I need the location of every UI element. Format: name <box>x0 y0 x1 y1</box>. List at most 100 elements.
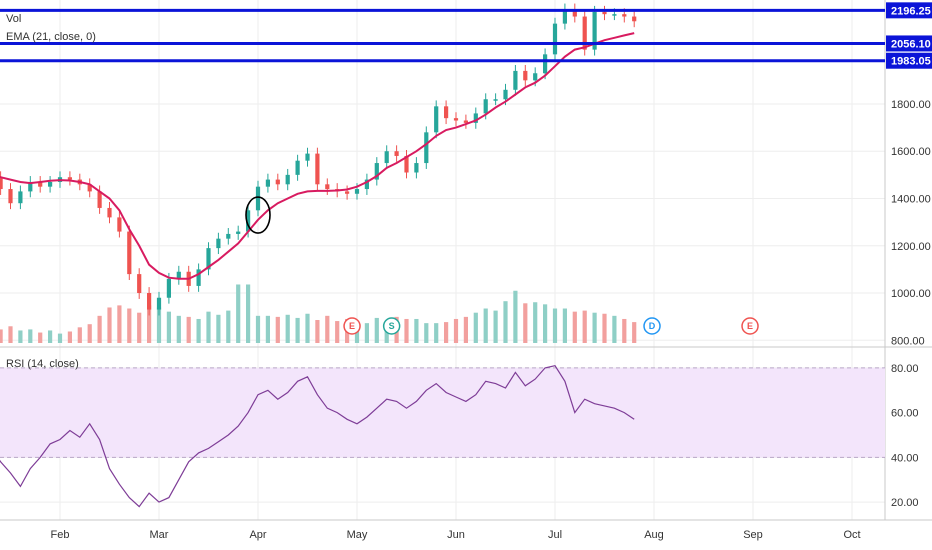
candle-body <box>38 181 43 187</box>
candle-body <box>0 177 3 190</box>
volume-bar <box>335 321 340 343</box>
volume-bar <box>622 318 627 343</box>
candle-body <box>572 9 577 17</box>
volume-bar <box>107 307 112 343</box>
price-tick-label: 1000.00 <box>891 288 931 300</box>
volume-bar <box>364 323 369 343</box>
candle-body <box>255 186 261 211</box>
volume-bar <box>156 307 162 343</box>
candle-body <box>513 70 518 90</box>
event-marker[interactable] <box>741 317 759 335</box>
candle-body <box>285 174 290 185</box>
rsi-tick-label: 60.00 <box>891 408 919 420</box>
volume-bar <box>414 318 419 343</box>
price-level-badge <box>886 2 932 19</box>
volume-legend[interactable]: Vol <box>6 13 22 25</box>
volume-bar <box>275 316 280 343</box>
candle-body <box>265 179 270 187</box>
candle-body <box>552 23 558 55</box>
candle-body <box>453 118 459 121</box>
volume-bar <box>503 301 508 343</box>
rsi-band <box>0 367 885 458</box>
volume-bar <box>127 308 132 343</box>
volume-bar <box>38 332 43 343</box>
candle-body <box>503 89 508 100</box>
volume-bar <box>28 329 33 343</box>
candle-body <box>543 54 548 74</box>
volume-bar <box>186 316 191 343</box>
candle-body <box>394 151 399 156</box>
volume-bar <box>117 305 122 343</box>
candle-body <box>236 231 241 234</box>
volume-bar <box>434 323 439 343</box>
candle-body <box>67 177 72 180</box>
volume-bar <box>602 313 607 343</box>
volume-bar <box>255 315 261 343</box>
volume-bar <box>543 304 548 343</box>
volume-bar <box>97 315 102 343</box>
volume-bar <box>592 312 597 343</box>
volume-bar <box>612 315 617 343</box>
volume-bar <box>236 284 241 343</box>
candle-body <box>315 153 320 185</box>
volume-bar <box>424 323 429 343</box>
candle-body <box>523 70 528 81</box>
event-marker[interactable] <box>382 317 401 335</box>
candle-body <box>533 73 538 81</box>
volume-bar <box>246 284 251 343</box>
candle-body <box>493 99 498 101</box>
candle-body <box>374 163 379 180</box>
volume-bar <box>315 320 320 343</box>
price-tick-label: 1200.00 <box>891 241 931 253</box>
event-marker[interactable] <box>343 317 361 335</box>
rsi-line[interactable] <box>0 365 635 508</box>
volume-bar <box>305 313 310 343</box>
rsi-legend[interactable]: RSI (14, close) <box>6 358 79 370</box>
volume-bar <box>325 315 330 343</box>
time-tick-label: Sep <box>743 529 763 541</box>
candle-body <box>117 217 122 232</box>
volume-bar <box>453 318 459 343</box>
ema-legend[interactable]: EMA (21, close, 0) <box>6 31 96 43</box>
time-tick-label: Apr <box>249 529 266 541</box>
volume-bar <box>8 326 13 343</box>
candle-body <box>196 269 201 286</box>
price-level-badge <box>886 52 932 69</box>
ema-line[interactable] <box>0 32 635 280</box>
candle-body <box>622 14 627 17</box>
volume-bar <box>523 303 528 343</box>
annotation-circle <box>245 196 271 234</box>
candle-body <box>216 238 221 249</box>
candle-body <box>97 191 102 208</box>
candle-body <box>582 16 587 50</box>
volume-bar <box>285 314 290 343</box>
volume-bar <box>552 308 558 343</box>
volume-bar <box>473 312 478 343</box>
volume-bar <box>582 310 587 343</box>
candle-body <box>404 155 409 173</box>
candle-body <box>18 191 23 204</box>
time-tick-label: Mar <box>150 529 169 541</box>
volume-bar <box>483 308 488 343</box>
price-level-badge <box>886 35 932 52</box>
volume-bar <box>0 329 3 343</box>
event-marker[interactable] <box>643 317 661 335</box>
volume-bar <box>57 333 63 343</box>
candle-body <box>206 248 211 270</box>
time-tick-label: Jul <box>548 529 562 541</box>
candle-body <box>414 163 419 173</box>
candle-body <box>345 191 350 194</box>
volume-bar <box>87 324 92 343</box>
time-tick-label: Oct <box>843 529 860 541</box>
candle-body <box>275 179 280 185</box>
volume-bar <box>77 327 82 343</box>
candle-body <box>434 106 439 133</box>
candle-body <box>8 189 13 204</box>
event-marker-label: E <box>349 321 355 331</box>
volume-bar <box>176 315 181 343</box>
candle-body <box>602 11 607 15</box>
candle-body <box>87 184 92 192</box>
candle-body <box>632 16 637 22</box>
volume-bar <box>562 308 567 343</box>
